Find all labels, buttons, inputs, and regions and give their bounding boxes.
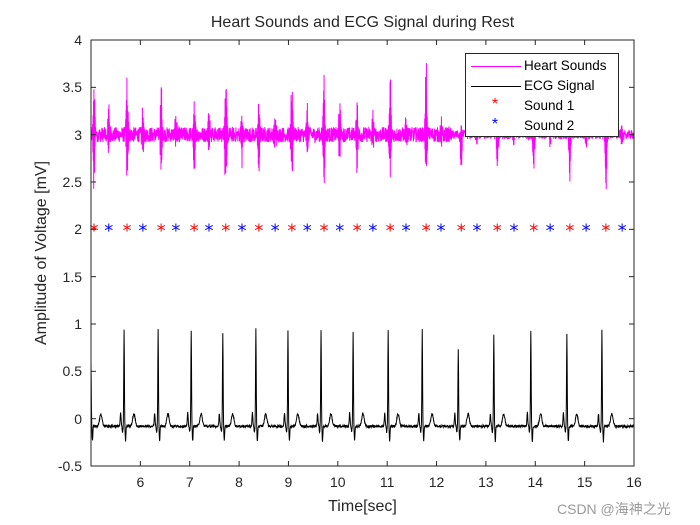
y-tick-label: 0.5	[62, 363, 82, 380]
line-swatch-icon	[471, 86, 521, 87]
x-tick-label: 16	[626, 474, 642, 490]
y-tick-label: 0	[74, 410, 82, 427]
y-tick-label: -0.5	[57, 458, 82, 474]
x-tick-label: 11	[379, 474, 395, 490]
sound-1-marker: *	[319, 220, 328, 241]
line-swatch-icon	[471, 66, 521, 67]
tick-marks	[91, 39, 635, 467]
x-tick-label: 8	[235, 474, 243, 490]
sound-2-marker: *	[171, 220, 180, 241]
y-tick-label: 1	[74, 316, 82, 332]
y-tick-label: 4	[74, 32, 82, 48]
legend: Heart Sounds ECG Signal * Sound 1 * Soun…	[465, 53, 619, 137]
sound-1-marker: *	[287, 220, 296, 241]
x-tick-label: 9	[284, 474, 293, 490]
sound-1-marker: *	[353, 220, 362, 241]
sound-2-marker: *	[271, 220, 280, 241]
watermark: CSDN @海神之光	[557, 501, 671, 517]
sound-2-marker: *	[401, 220, 410, 241]
legend-label: ECG Signal	[524, 78, 595, 93]
sound-1-marker: *	[157, 220, 166, 241]
y-tick-label: 2	[74, 221, 82, 238]
y-tick-label: 1.5	[62, 268, 82, 285]
legend-label: Sound 2	[524, 118, 575, 133]
x-tick-label: 14	[527, 474, 544, 490]
sound-1-marker: *	[529, 220, 538, 241]
sound-1-marker: *	[565, 220, 574, 241]
legend-item-sound-2: * Sound 2	[466, 116, 618, 136]
sound-2-marker: *	[104, 220, 113, 241]
sound-2-marker: *	[204, 220, 213, 241]
axes-box	[90, 39, 635, 467]
sound-1-marker: *	[601, 220, 610, 241]
sound-1-marker: *	[457, 220, 466, 241]
sound-1-marker: *	[254, 220, 263, 241]
asterisk-marker-icon: *	[491, 116, 499, 133]
x-axis-label: Time[sec]	[328, 498, 397, 515]
sound-2-marker: *	[303, 220, 312, 241]
legend-item-heart-sounds: Heart Sounds	[466, 56, 618, 76]
heart-sounds-line	[90, 63, 635, 190]
sound-2-marker: *	[510, 220, 519, 241]
x-tick-label: 15	[576, 474, 593, 490]
sound-1-marker: *	[221, 220, 230, 241]
sound-1-marker: *	[493, 220, 502, 241]
sound-2-marker: *	[546, 220, 555, 241]
series-layer: * * * * * * * * * * * * * * * ** * * * * * * * * * * * * * * *	[89, 63, 635, 443]
sound-2-marker: *	[368, 220, 377, 241]
sound-2-marker: *	[238, 220, 247, 241]
sound-2-marker: *	[473, 220, 482, 241]
sound-2-marker: *	[138, 220, 147, 241]
chart-title: Heart Sounds and ECG Signal during Rest	[210, 14, 515, 31]
sound-1-marker: *	[190, 220, 199, 241]
sound-1-marker: *	[422, 220, 431, 241]
asterisk-marker-icon: *	[491, 96, 499, 113]
x-tick-label: 6	[136, 474, 145, 490]
legend-item-sound-1: * Sound 1	[466, 96, 618, 116]
x-tick-label: 10	[330, 474, 346, 490]
sound-1-marker: *	[89, 220, 98, 241]
sound-2-marker: *	[582, 220, 591, 241]
y-tick-label: 3.5	[62, 79, 82, 96]
x-tick-label: 13	[478, 474, 494, 490]
y-tick-label: 2.5	[62, 174, 82, 190]
legend-item-ecg-signal: ECG Signal	[466, 76, 618, 96]
x-tick-label: 12	[428, 474, 445, 490]
sound-2-marker: *	[436, 220, 445, 241]
x-tick-label: 7	[185, 474, 194, 490]
sound-2-marker: *	[618, 220, 627, 241]
y-tick-label: 3	[74, 126, 82, 143]
sound-2-marker: *	[335, 220, 344, 241]
ecg-signal-line	[90, 328, 635, 443]
legend-label: Heart Sounds	[524, 58, 607, 73]
legend-label: Sound 1	[524, 98, 575, 113]
sound-1-marker: *	[386, 220, 395, 241]
sound-1-marker: *	[123, 220, 132, 241]
